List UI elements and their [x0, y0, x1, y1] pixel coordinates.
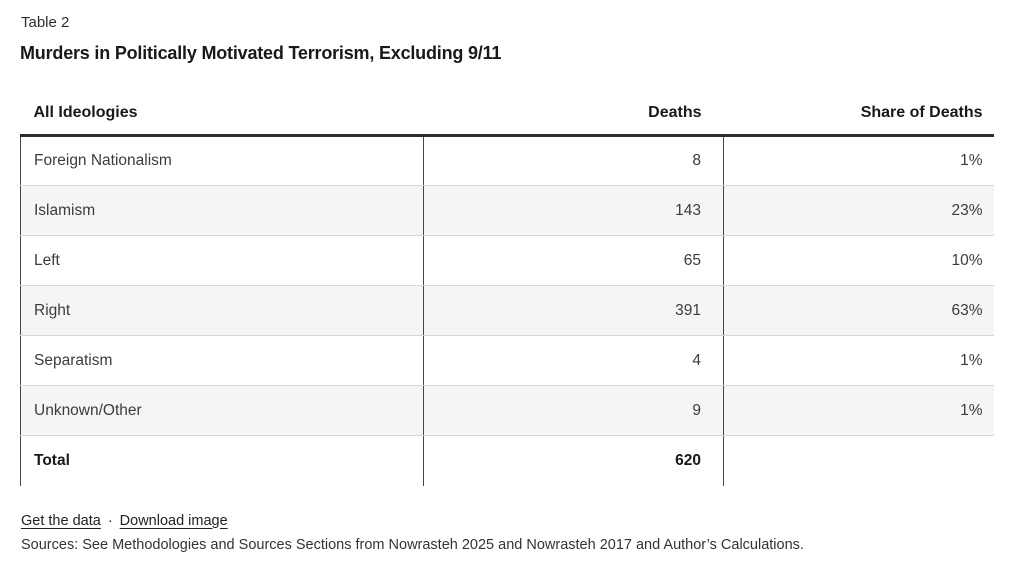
- ideology-cell: Islamism: [20, 185, 424, 236]
- share-cell: 1%: [723, 385, 994, 436]
- deaths-cell: 65: [423, 235, 724, 286]
- table-title: Murders in Politically Motivated Terrori…: [20, 43, 502, 63]
- footer-links: Get the data · Download image: [21, 513, 1024, 530]
- footer: Get the data · Download image Sources: See…: [21, 513, 1024, 554]
- column-header-deaths: Deaths: [423, 104, 724, 137]
- ideology-cell: Foreign Nationalism: [20, 135, 424, 186]
- deaths-cell: 391: [423, 285, 724, 336]
- share-cell: 1%: [723, 135, 994, 186]
- chart-embed: Table 2 Murders in Politically Motivated…: [0, 14, 1024, 578]
- deaths-cell: 8: [423, 135, 724, 186]
- data-table: All Ideologies Deaths Share of Deaths Fo…: [20, 104, 994, 486]
- total-row: Total 620: [20, 435, 994, 486]
- share-cell: 1%: [723, 335, 994, 386]
- deaths-cell: 620: [423, 435, 724, 486]
- link-dot-separator: ·: [107, 512, 113, 529]
- ideology-cell: Right: [20, 285, 424, 336]
- deaths-cell: 9: [423, 385, 724, 436]
- download-image-link[interactable]: Download image: [119, 512, 228, 529]
- column-header-all-ideologies: All Ideologies: [20, 104, 424, 137]
- table-row: Islamism 143 23%: [20, 185, 994, 236]
- table-row: Left 65 10%: [20, 235, 994, 286]
- table-row: Separatism 4 1%: [20, 335, 994, 386]
- share-cell: 23%: [723, 185, 994, 236]
- get-the-data-link[interactable]: Get the data: [21, 512, 101, 529]
- deaths-cell: 4: [423, 335, 724, 386]
- ideology-cell: Total: [20, 435, 424, 486]
- table-number-label: Table 2: [21, 14, 70, 31]
- deaths-cell: 143: [423, 185, 724, 236]
- ideology-cell: Left: [20, 235, 424, 286]
- table-header-row: All Ideologies Deaths Share of Deaths: [20, 104, 994, 137]
- table-row: Foreign Nationalism 8 1%: [20, 135, 994, 186]
- share-cell: [723, 435, 994, 486]
- ideology-cell: Separatism: [20, 335, 424, 386]
- share-cell: 63%: [723, 285, 994, 336]
- table-row: Unknown/Other 9 1%: [20, 385, 994, 436]
- table-body: Foreign Nationalism 8 1% Islamism 143 23% Left…: [20, 135, 994, 486]
- ideology-cell: Unknown/Other: [20, 385, 424, 436]
- column-header-share-of-deaths: Share of Deaths: [723, 104, 994, 137]
- table-row: Right 391 63%: [20, 285, 994, 336]
- sources-note: Sources: See Methodologies and Sources S…: [21, 536, 804, 553]
- share-cell: 10%: [723, 235, 994, 286]
